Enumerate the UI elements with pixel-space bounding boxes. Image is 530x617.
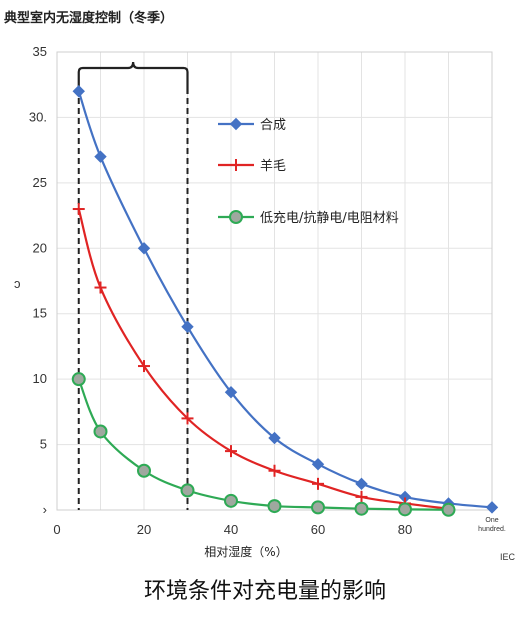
data-point-series-3: [354, 501, 369, 516]
series-markers: [71, 85, 499, 517]
data-point-series-1: [268, 431, 281, 445]
x-tick-labels: 0 20 40 60 80 One hundred.: [53, 517, 505, 537]
series-line-3: [77, 378, 449, 511]
data-point-series-2: [181, 412, 194, 425]
data-point-series-2: [225, 445, 237, 458]
data-point-series-2: [138, 360, 150, 373]
data-point-series-1: [72, 85, 85, 98]
data-point-series-1: [355, 477, 368, 491]
data-point-series-3: [398, 502, 412, 517]
data-point-series-3: [71, 372, 86, 387]
data-point-series-2: [72, 203, 85, 216]
legend-label: 羊毛: [260, 158, 286, 174]
data-point-series-3: [311, 500, 325, 515]
y-tick-label: ›: [43, 502, 47, 517]
y-tick-label: 35: [33, 44, 47, 59]
highlight-brace: [77, 61, 189, 94]
x-tick-label: 0: [53, 522, 60, 537]
y-tick-label: 5: [40, 437, 47, 452]
y-tick-label: 20: [33, 240, 47, 255]
data-point-series-1: [224, 386, 238, 399]
series-lines: [77, 90, 493, 511]
series-line-1: [77, 90, 493, 509]
data-point-series-3: [93, 424, 108, 439]
data-point-series-3: [441, 502, 456, 517]
data-point-series-1: [94, 150, 107, 163]
x-tick-label-cont: hundred.: [478, 526, 506, 533]
grid: [56, 51, 493, 511]
legend-label: 低充电/抗静电/电阻材料: [260, 210, 399, 226]
y-tick-label: 10: [33, 371, 47, 386]
data-point-series-3: [137, 463, 151, 478]
data-point-series-2: [355, 490, 368, 503]
data-point-series-2: [268, 464, 281, 477]
y-axis-stray-mark: ɔ: [14, 276, 21, 291]
x-tick-label: One: [485, 517, 498, 524]
data-point-series-2: [312, 477, 324, 490]
x-axis-label: 相对湿度（%）: [204, 544, 287, 559]
chart-title: 典型室内无湿度控制（冬季）: [4, 10, 173, 26]
data-point-series-2: [94, 281, 107, 294]
x-tick-label: 80: [398, 522, 412, 537]
legend-marker: [230, 159, 242, 171]
x-tick-label: 60: [311, 522, 325, 537]
data-point-series-1: [181, 320, 194, 334]
data-point-series-3: [180, 483, 195, 498]
legend-marker: [229, 210, 243, 224]
data-point-series-1: [137, 242, 151, 255]
y-tick-label: 15: [33, 306, 47, 321]
series-line-2: [77, 208, 449, 510]
y-tick-label: 30.: [29, 109, 47, 124]
y-tick-labels: › 5 10 15 20 25 30. 35: [29, 44, 47, 517]
data-point-series-1: [311, 457, 325, 471]
highlight-range: [77, 61, 189, 510]
source-label: IEC: [500, 552, 516, 562]
legend-marker: [229, 117, 243, 131]
data-point-series-3: [224, 493, 238, 508]
legend-label: 合成: [260, 118, 286, 133]
data-point-series-3: [267, 499, 282, 514]
data-point-series-1: [485, 501, 499, 514]
x-tick-label: 20: [137, 522, 151, 537]
y-tick-label: 25: [33, 175, 47, 190]
figure-caption: 环境条件对充电量的影响: [144, 579, 386, 604]
x-tick-label: 40: [224, 522, 238, 537]
